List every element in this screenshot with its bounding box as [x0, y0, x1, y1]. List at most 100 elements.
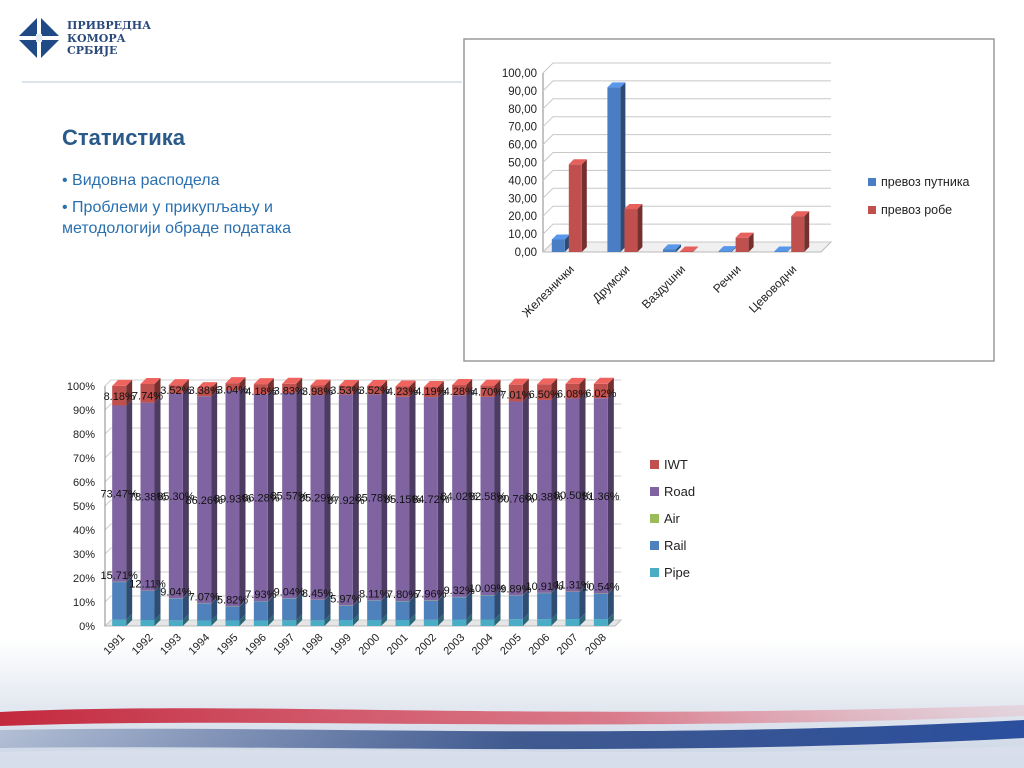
segment [423, 397, 438, 601]
data-label: 78.38% [129, 492, 167, 504]
y-tick-label: 80% [73, 429, 95, 441]
segment-side [126, 379, 133, 406]
column-top [168, 379, 189, 386]
segment-side [352, 379, 359, 395]
column-top [310, 379, 331, 386]
bar-side [676, 244, 681, 252]
data-label: 5.82% [217, 594, 248, 606]
bar-top [663, 244, 681, 250]
segment-side [551, 378, 558, 400]
segment [253, 620, 268, 626]
legend-swatch [650, 514, 659, 523]
logo-line: КОМОРА [67, 31, 126, 45]
y-tick-label: 80,00 [508, 104, 537, 116]
segment-side [551, 587, 558, 620]
x-tick-label: 2001 [385, 632, 411, 658]
segment-side [409, 595, 416, 620]
y-tick-label: 60,00 [508, 140, 537, 152]
segment-side [182, 592, 189, 621]
segment [282, 383, 297, 393]
stacked-column [338, 379, 359, 626]
segment [140, 402, 155, 591]
segment [338, 385, 353, 395]
gridline [542, 223, 831, 235]
bar [735, 232, 754, 252]
legend-label: Rail [664, 538, 687, 553]
legend-label: превоз путника [881, 175, 970, 189]
data-label: 87.92% [327, 495, 365, 507]
x-tick-label: 1995 [215, 632, 241, 658]
segment-side [239, 614, 246, 626]
segment-side [211, 382, 218, 397]
y-tick-label: 10,00 [508, 229, 537, 241]
data-label: 3.52% [359, 385, 390, 397]
data-label: 9.04% [274, 586, 305, 598]
segment-side [182, 592, 189, 599]
data-label: 6.50% [529, 389, 560, 401]
segment-side [296, 592, 303, 621]
x-tick-label: 1996 [243, 632, 269, 658]
legend-swatch [650, 460, 659, 469]
bar-side [637, 204, 643, 252]
segment-side [607, 613, 614, 626]
segment-side [381, 614, 388, 626]
segment-side [551, 393, 558, 593]
segment [112, 405, 127, 582]
stacked-column [508, 378, 529, 626]
segment [282, 598, 297, 621]
segment-side [126, 575, 133, 583]
segment-side [494, 589, 501, 596]
column-top [452, 378, 473, 385]
segment-side [551, 586, 558, 594]
segment-side [437, 381, 444, 398]
segment-side [437, 594, 444, 601]
segment-side [296, 386, 303, 599]
data-label: 3.98% [302, 386, 333, 398]
segment-side [154, 396, 161, 591]
gridline [104, 451, 621, 459]
column-top [140, 378, 161, 385]
segment [423, 387, 438, 398]
x-tick-label: 2007 [555, 632, 581, 658]
y-tick-label: 20% [73, 573, 95, 585]
segment-side [352, 614, 359, 626]
column-top [480, 379, 501, 386]
column-top [565, 377, 586, 384]
data-label: 8.18% [104, 391, 135, 403]
segment [168, 620, 183, 626]
gridline [104, 547, 621, 555]
segment [452, 395, 467, 597]
x-tick-label: 2008 [583, 632, 609, 658]
segment-side [409, 390, 416, 602]
segment-side [437, 391, 444, 601]
segment [480, 619, 495, 626]
stacked-column [112, 379, 133, 626]
bar-side [787, 246, 793, 252]
data-label: 7.80% [387, 589, 418, 601]
segment [593, 619, 608, 626]
column-top [112, 379, 133, 386]
segment-side [551, 613, 558, 626]
segment-side [211, 390, 218, 604]
y-tick-label: 20,00 [508, 211, 537, 223]
segment [338, 394, 353, 606]
column-top [395, 380, 416, 387]
data-label: 3.04% [217, 385, 248, 397]
segment [395, 601, 410, 620]
chamber-logo [19, 18, 59, 58]
column-top [338, 379, 359, 386]
column-top [423, 381, 444, 388]
bar-side [581, 159, 587, 252]
data-label: 7.01% [500, 389, 531, 401]
y-tick-label: 50% [73, 501, 95, 513]
segment [537, 593, 552, 620]
data-label: 5.97% [330, 593, 361, 605]
segment-side [466, 389, 473, 597]
segment-side [522, 395, 529, 596]
segment [338, 620, 353, 626]
bar-front [663, 249, 676, 252]
segment-side [239, 384, 246, 607]
x-tick-label: 1998 [300, 632, 326, 658]
logo-wordmark: ПРИВРЕДНА КОМОРА СРБИЈЕ [67, 19, 151, 58]
segment [395, 396, 410, 602]
